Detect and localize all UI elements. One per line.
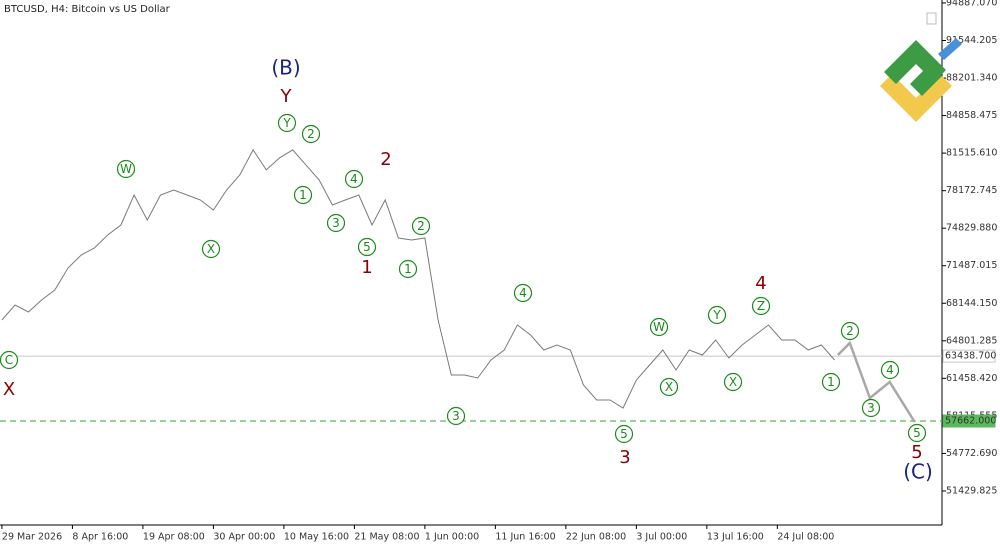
wave-circle <box>116 159 136 179</box>
y-tick-label: 51429.825 <box>946 485 997 496</box>
y-tick-label: 71487.015 <box>946 260 997 271</box>
wave-circle <box>861 398 881 418</box>
wave-label: 5 <box>913 426 921 440</box>
y-tick-label: 81515.610 <box>946 148 997 159</box>
x-tick-label: 29 Mar 2026 <box>2 532 62 543</box>
wave-circle <box>201 239 221 259</box>
wave-label: (C) <box>903 460 933 484</box>
level-tag <box>942 349 996 363</box>
wave-circle <box>411 216 431 236</box>
wave-label: 1 <box>361 257 372 278</box>
wave-label: 5 <box>911 442 922 463</box>
wave-label: 2 <box>307 127 315 141</box>
wave-circle <box>821 372 841 392</box>
wave-label: W <box>653 320 665 334</box>
wave-label: 3 <box>452 409 460 423</box>
x-tick-label: 3 Jul 00:00 <box>636 532 687 543</box>
wave-label: 1 <box>299 188 307 202</box>
wave-label: 2 <box>380 149 391 170</box>
wave-label: 5 <box>620 427 628 441</box>
wave-circle <box>614 424 634 444</box>
wave-circle <box>707 305 727 325</box>
wave-label: 4 <box>755 273 766 294</box>
wave-label: Z <box>757 299 765 313</box>
wave-label: W <box>120 162 132 176</box>
level-label: 57662.000 <box>945 415 996 426</box>
y-tick-label: 68144.150 <box>946 298 997 309</box>
x-tick-label: 22 Jun 08:00 <box>566 532 626 543</box>
wave-label: X <box>3 379 15 400</box>
y-tick-label: 61458.420 <box>946 373 997 384</box>
wave-label: 5 <box>363 240 371 254</box>
x-tick-label: 11 Jun 16:00 <box>495 532 555 543</box>
wave-circle <box>344 169 364 189</box>
logo-yellow <box>880 74 952 122</box>
wave-circle <box>357 237 377 257</box>
wave-label: 4 <box>519 286 527 300</box>
level-tag <box>942 414 996 428</box>
wave-circle <box>326 213 346 233</box>
wave-circle <box>277 113 297 133</box>
x-tick-label: 13 Jul 16:00 <box>707 532 764 543</box>
x-tick-label: 19 Apr 08:00 <box>143 532 205 543</box>
wave-circle <box>880 360 900 380</box>
logo-green-2 <box>910 64 942 96</box>
wave-label: 3 <box>332 216 340 230</box>
x-tick-label: 1 Jun 00:00 <box>425 532 479 543</box>
wave-circle <box>907 423 927 443</box>
level-label: 63438.700 <box>945 351 996 362</box>
y-tick-label: 78172.745 <box>946 185 997 196</box>
price-line <box>1 148 835 409</box>
x-tick-label: 24 Jul 08:00 <box>777 532 834 543</box>
logo <box>880 38 962 122</box>
x-tick-label: 10 May 16:00 <box>284 532 349 543</box>
y-tick-label: 74829.880 <box>946 223 997 234</box>
wave-circle <box>751 296 771 316</box>
chart-icon[interactable] <box>926 12 937 25</box>
wave-label: 2 <box>846 324 854 338</box>
wave-circle <box>513 283 533 303</box>
wave-label: 3 <box>867 401 875 415</box>
wave-label: 4 <box>886 363 894 377</box>
wave-label: C <box>5 353 13 367</box>
wave-label: X <box>729 375 737 389</box>
wave-label: 1 <box>404 262 412 276</box>
x-tick-label: 21 May 08:00 <box>354 532 419 543</box>
wave-label: Y <box>280 86 293 107</box>
wave-label: Y <box>712 308 721 322</box>
y-tick-label: 94887.070 <box>946 0 997 8</box>
y-tick-label: 54772.690 <box>946 448 997 459</box>
y-tick-label: 84858.475 <box>946 110 997 121</box>
chart-title: BTCUSD, H4: Bitcoin vs US Dollar <box>4 4 171 15</box>
y-tick-label: 91544.205 <box>946 35 997 46</box>
wave-circle <box>446 406 466 426</box>
x-tick-label: 30 Apr 00:00 <box>213 532 275 543</box>
wave-circle <box>840 321 860 341</box>
y-tick-label: 88201.340 <box>946 73 997 84</box>
wave-circle <box>723 372 743 392</box>
wave-circle <box>293 185 313 205</box>
wave-label: 2 <box>417 219 425 233</box>
wave-label: Y <box>282 116 291 130</box>
wave-circle <box>649 317 669 337</box>
wave-label: 3 <box>619 447 630 468</box>
price-line <box>837 340 916 423</box>
wave-label: X <box>207 242 215 256</box>
x-tick-label: 8 Apr 16:00 <box>72 532 128 543</box>
logo-blue <box>938 38 962 60</box>
wave-circle <box>398 259 418 279</box>
wave-label: 4 <box>350 172 358 186</box>
wave-circle <box>659 377 679 397</box>
wave-label: 1 <box>827 375 835 389</box>
wave-circle <box>301 124 321 144</box>
wave-label: (B) <box>271 56 300 80</box>
y-tick-label: 64801.285 <box>946 335 997 346</box>
wave-label: X <box>665 380 673 394</box>
wave-circle <box>0 350 19 370</box>
